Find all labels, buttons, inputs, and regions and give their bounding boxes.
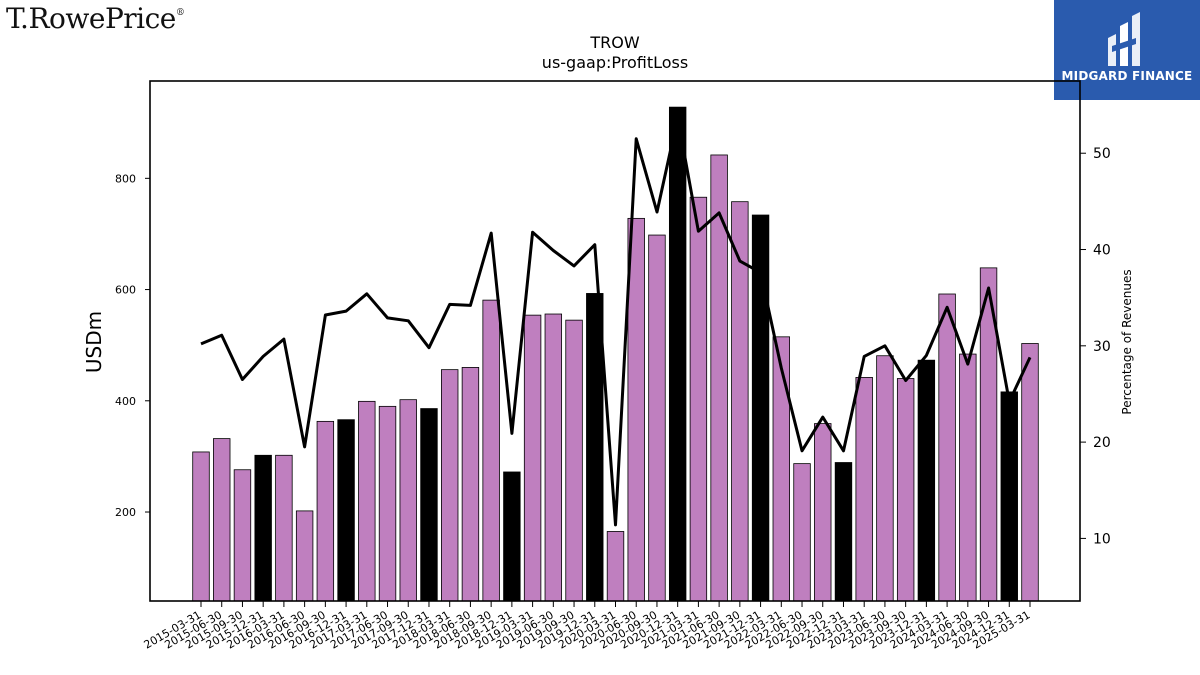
bar xyxy=(565,319,583,602)
bar xyxy=(606,531,625,602)
bar xyxy=(814,423,832,602)
y2-tick-label: 10 xyxy=(1093,531,1111,547)
t-rowe-price-logo: T.RowePrice® xyxy=(6,2,185,35)
bar xyxy=(523,314,542,602)
line-series xyxy=(200,116,1032,527)
bar xyxy=(295,510,314,602)
ratio-line xyxy=(200,116,1032,527)
bar xyxy=(358,400,376,602)
bar xyxy=(1000,391,1018,602)
bar xyxy=(917,359,936,602)
bar xyxy=(316,420,335,602)
bar xyxy=(503,471,521,602)
bar xyxy=(275,454,293,602)
bar xyxy=(959,353,977,602)
midgard-finance-logo: MIDGARD FINANCE xyxy=(1054,0,1200,100)
bar xyxy=(254,454,272,602)
y-axis-label: USDm xyxy=(82,311,106,373)
bar xyxy=(793,463,811,602)
bar xyxy=(378,405,397,602)
bar xyxy=(544,313,563,602)
y2-tick-label: 50 xyxy=(1093,146,1111,162)
bar xyxy=(461,367,480,602)
y2-axis-label: Percentage of Revenues xyxy=(1120,269,1134,414)
bar xyxy=(710,154,728,602)
midgard-finance-logo-icon xyxy=(1108,12,1140,66)
bar xyxy=(689,196,708,602)
y-tick-label: 800 xyxy=(115,172,136,185)
bar xyxy=(772,336,790,602)
bar xyxy=(627,217,645,602)
bar xyxy=(938,293,956,602)
bar xyxy=(855,377,873,602)
y-tick-label: 400 xyxy=(115,395,136,408)
y-tick-label: 200 xyxy=(115,506,136,519)
bar xyxy=(896,378,915,602)
midgard-finance-wordmark: MIDGARD FINANCE xyxy=(1061,69,1193,83)
bar xyxy=(337,419,355,602)
registered-mark: ® xyxy=(175,8,185,18)
chart-title: TROW xyxy=(589,33,639,52)
bar xyxy=(420,408,438,602)
bar xyxy=(1021,343,1039,602)
y2-tick-label: 30 xyxy=(1093,339,1111,355)
bar xyxy=(441,369,459,602)
chart-subtitle: us-gaap:ProfitLoss xyxy=(542,53,688,72)
bar xyxy=(213,438,231,602)
bar-series xyxy=(192,106,1039,602)
bar xyxy=(834,462,853,602)
bar xyxy=(648,234,666,602)
bar xyxy=(876,355,894,602)
t-rowe-price-logo-text: T.RowePrice xyxy=(6,2,176,35)
axes: 20040060080010203040502015-03-312015-06-… xyxy=(115,80,1111,652)
bar xyxy=(668,106,687,602)
bar xyxy=(192,451,210,602)
y-tick-label: 600 xyxy=(115,284,136,297)
bar xyxy=(233,469,252,602)
y2-tick-label: 20 xyxy=(1093,435,1111,451)
y2-tick-label: 40 xyxy=(1093,243,1111,259)
bar xyxy=(482,299,500,602)
bar xyxy=(399,399,417,602)
